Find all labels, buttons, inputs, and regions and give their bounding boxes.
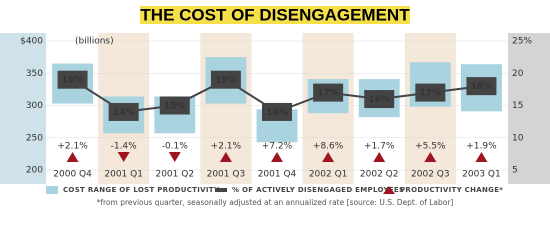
value-label: 14% [113,108,135,118]
chart-title: THE COST OF DISENGAGEMENT [140,5,410,24]
change-label: +1.7% [364,142,395,152]
value-label-box [466,77,497,96]
change-label: +5.5% [415,142,446,152]
legend-label: PRODUCTIVITY CHANGE* [400,186,503,194]
y-tick-label: 250 [26,133,43,143]
x-tick-label: 2002 Q1 [309,170,348,180]
y-tick-label: $400 [20,37,43,47]
change-marker [168,152,181,162]
value-label: 15% [164,102,186,112]
footnote: *from previous quarter, seasonally adjus… [97,198,454,207]
value-label: 14% [266,108,288,118]
x-tick-label: 2002 Q2 [360,170,399,180]
x-tick-label: 2001 Q3 [207,170,246,180]
y2-tick-label: 15 [512,101,523,111]
value-label-box [313,83,344,102]
y-unit: (billions) [75,37,114,47]
value-label-box [210,70,241,89]
value-label-box [108,102,139,121]
x-tick-label: 2001 Q4 [258,170,297,180]
change-marker [322,152,335,162]
y2-tick-label: 5 [512,166,518,176]
chart: THE COST OF DISENGAGEMENT (billions) *fr… [0,5,550,207]
value-label: 16% [368,95,390,105]
change-marker [424,152,437,162]
title-highlight [140,6,410,24]
x-tick-label: 2001 Q1 [104,170,143,180]
value-label: 18% [471,82,493,92]
change-marker [475,152,488,162]
change-label: +8.6% [313,142,344,152]
y-tick-label: 300 [26,101,43,111]
value-label-box [415,83,446,102]
x-tick-label: 2000 Q4 [53,170,92,180]
value-label-box [159,96,190,115]
value-label: 19% [62,76,84,86]
value-label: 17% [420,89,442,99]
change-label: -1.4% [111,142,138,152]
x-tick-label: 2002 Q3 [411,170,450,180]
change-marker [219,152,232,162]
change-label: +2.1% [57,142,88,152]
legend-swatch [46,186,58,194]
change-marker [373,152,386,162]
value-label-box [364,90,395,109]
change-label: +7.2% [262,142,293,152]
value-label: 19% [215,76,237,86]
change-marker [66,152,79,162]
right-axis-panel [508,33,550,184]
legend-swatch [383,186,395,194]
x-tick-label: 2003 Q1 [462,170,501,180]
y2-tick-label: 25% [512,37,532,47]
change-label: -0.1% [162,142,189,152]
change-label: +1.9% [466,142,497,152]
y-tick-label: 200 [26,166,43,176]
y-tick-label: 350 [26,69,43,79]
value-label-box [262,102,292,121]
legend-swatch [215,188,227,192]
legend-label: COST RANGE OF LOST PRODUCTIVITY [63,186,220,194]
legend-label: % OF ACTIVELY DISENGAGED EMPLOYEES [232,186,404,194]
x-tick-label: 2001 Q2 [155,170,194,180]
left-axis-panel [0,33,46,184]
y2-tick-label: 10 [512,133,524,143]
value-label-box [57,70,88,89]
change-marker [271,152,283,162]
change-marker [117,152,130,162]
change-label: +2.1% [211,142,242,152]
y2-tick-label: 20 [512,69,524,79]
value-label: 17% [317,89,339,99]
